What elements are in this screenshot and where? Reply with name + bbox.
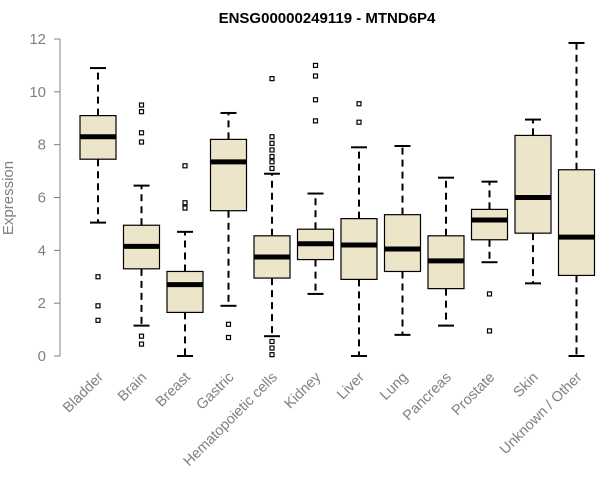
iqr-box — [470, 208, 509, 241]
outlier-point — [138, 333, 145, 339]
outlier-point — [312, 97, 319, 103]
box-9 — [470, 180, 509, 334]
outlier-point — [269, 338, 275, 345]
box-7 — [383, 144, 422, 336]
outlier-point — [182, 200, 188, 206]
box-series — [79, 41, 596, 358]
x-category-label: Lung — [377, 370, 411, 404]
x-category-label: Liver — [334, 369, 368, 403]
iqr-box — [209, 138, 248, 212]
x-category-label: Bladder — [60, 369, 107, 416]
iqr-box — [383, 214, 422, 273]
x-category-label: Unknown / Other — [497, 369, 585, 457]
outlier-point — [95, 274, 101, 280]
outlier-point — [182, 163, 188, 169]
outlier-point — [312, 62, 319, 69]
outlier-point — [269, 159, 275, 165]
outlier-point — [269, 153, 275, 160]
outlier-point — [225, 334, 232, 341]
box-8 — [427, 176, 465, 327]
outlier-point — [138, 109, 145, 115]
outlier-point — [356, 119, 362, 125]
chart-title: ENSG00000249119 - MTND6P4 — [219, 10, 436, 27]
box-5 — [296, 62, 335, 295]
iqr-box — [166, 270, 204, 314]
outlier-point — [269, 140, 275, 146]
outlier-point — [356, 101, 362, 107]
outlier-point — [95, 303, 101, 309]
x-category-label: Skin — [511, 370, 542, 401]
outlier-point — [138, 102, 145, 108]
y-tick-label: 8 — [38, 137, 46, 154]
outlier-point — [138, 341, 145, 347]
y-tick-label: 0 — [38, 348, 46, 365]
outlier-point — [269, 147, 275, 153]
box-4 — [253, 76, 291, 358]
x-category-label: Prostate — [449, 370, 498, 419]
x-category-label: Kidney — [282, 369, 325, 412]
box-3 — [209, 111, 248, 341]
iqr-box — [557, 169, 596, 277]
outlier-point — [312, 73, 319, 79]
x-category-label: Gastric — [194, 370, 238, 414]
outlier-point — [269, 76, 275, 82]
y-tick-label: 12 — [29, 31, 46, 48]
y-axis-title: Expression — [0, 161, 17, 235]
outlier-point — [486, 328, 493, 334]
iqr-box — [340, 218, 378, 280]
outlier-point — [138, 130, 145, 136]
outlier-point — [269, 134, 275, 140]
box-10 — [514, 118, 552, 285]
y-tick-label: 2 — [38, 295, 46, 312]
y-tick-label: 4 — [38, 242, 46, 259]
outlier-point — [269, 352, 275, 358]
box-11 — [557, 41, 596, 357]
box-6 — [340, 101, 378, 357]
y-tick-label: 10 — [29, 84, 46, 101]
outlier-point — [269, 165, 275, 172]
iqr-box — [514, 134, 552, 234]
outlier-point — [225, 321, 232, 327]
box-1 — [122, 102, 161, 347]
box-0 — [79, 67, 117, 323]
x-category-label: Pancreas — [400, 370, 455, 425]
x-category-label: Breast — [153, 370, 194, 411]
x-category-label: Brain — [115, 370, 150, 405]
y-tick-label: 6 — [38, 190, 46, 207]
outlier-point — [138, 139, 145, 145]
y-axis: 0 2 4 6 8 10 12 — [29, 31, 61, 365]
box-2 — [166, 163, 204, 357]
outlier-point — [269, 345, 275, 351]
outlier-point — [486, 291, 493, 297]
outlier-point — [312, 118, 319, 124]
outlier-point — [182, 205, 188, 211]
outlier-point — [95, 317, 101, 323]
